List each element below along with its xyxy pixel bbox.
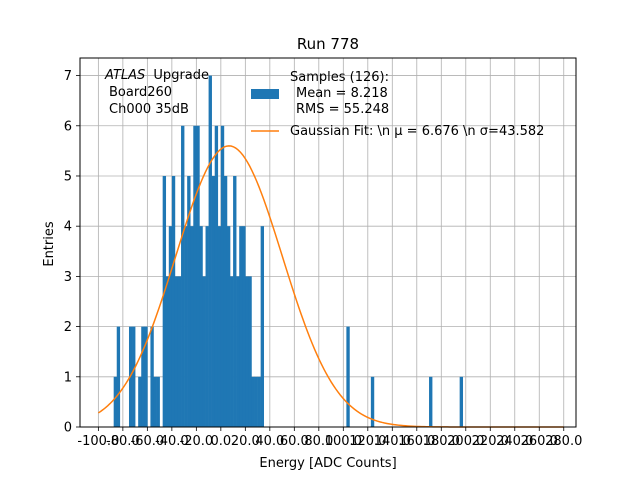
x-tick-label-1: -80.0 — [106, 434, 140, 449]
histogram-bar-28 — [217, 226, 222, 427]
x-tick-label-12: 140.0 — [374, 434, 411, 449]
x-tick-label-17: 240.0 — [496, 434, 533, 449]
histogram-bar-35 — [239, 226, 243, 427]
histogram-bar-8 — [153, 376, 157, 427]
histogram-bar-7 — [150, 326, 154, 427]
histogram-bar-19 — [190, 226, 194, 427]
x-tick-label-3: -40.0 — [155, 434, 189, 449]
histogram-bar-36 — [242, 226, 246, 427]
histogram-bar-25 — [208, 75, 212, 428]
histogram-bar-31 — [226, 226, 231, 427]
histogram-bar-30 — [223, 175, 228, 427]
histogram-bar-16 — [181, 125, 185, 427]
histogram-bar-12 — [168, 226, 173, 427]
x-tick-label-11: 120.0 — [349, 434, 386, 449]
y-tick-label-4: 4 — [64, 220, 72, 235]
histogram-bar-26 — [211, 175, 216, 427]
histogram-bar-9 — [156, 376, 160, 427]
annotation-line-board: Board260 — [109, 85, 172, 100]
histogram-bar-21 — [196, 125, 200, 427]
x-tick-label-16: 220.0 — [472, 434, 509, 449]
x-tick-label-9: 80.0 — [304, 434, 333, 449]
annotation-line-channel: Ch000 35dB — [109, 102, 189, 117]
x-tick-label-8: 60.0 — [280, 434, 309, 449]
histogram-bar-18 — [187, 175, 191, 427]
histogram-bar-37 — [245, 276, 249, 427]
histogram-bar-20 — [193, 125, 197, 427]
x-tick-label-10: 100.0 — [325, 434, 362, 449]
histogram-bar-13 — [171, 175, 176, 427]
histogram-bars — [113, 75, 464, 428]
legend-samples-mean: Mean = 8.218 — [296, 86, 388, 101]
atlas-label: ATLAS — [104, 68, 145, 83]
histogram-bar-42 — [260, 226, 265, 427]
histogram-bar-1 — [116, 326, 121, 427]
x-tick-label-14: 180.0 — [423, 434, 460, 449]
y-tick-label-0: 0 — [64, 421, 72, 436]
y-tick-label-3: 3 — [64, 270, 72, 285]
y-tick-label-1: 1 — [64, 370, 72, 385]
histogram-bar-39 — [251, 376, 255, 427]
x-tick-label-0: -100.0 — [77, 434, 119, 449]
x-tick-label-2: -60.0 — [131, 434, 165, 449]
legend-samples-title: Samples (126): — [290, 70, 389, 85]
annotation-line-upgrade: Upgrade — [153, 68, 209, 83]
histogram-bar-15 — [177, 276, 182, 427]
y-axis-label: Entries — [42, 221, 57, 267]
atlas-annotation: ATLAS Upgrade Board260 Ch000 35dB — [104, 68, 209, 117]
y-axis-ticks: 0 1 2 3 4 5 6 7 — [64, 69, 80, 436]
histogram-bar-38 — [248, 276, 252, 427]
y-tick-label-7: 7 — [64, 69, 72, 84]
histogram-bar-4 — [138, 376, 142, 427]
x-tick-label-5: 0.0 — [210, 434, 231, 449]
x-tick-label-13: 160.0 — [398, 434, 435, 449]
y-tick-label-5: 5 — [64, 169, 72, 184]
histogram-bar-22 — [199, 226, 203, 427]
histogram-bar-11 — [165, 276, 170, 427]
x-tick-label-6: 20.0 — [231, 434, 260, 449]
plot-frame — [79, 57, 577, 428]
histogram-bar-34 — [236, 276, 240, 427]
histogram-bar-41 — [257, 376, 261, 427]
histogram-bar-43 — [346, 326, 350, 427]
histogram-bar-24 — [205, 226, 209, 427]
chart-title: Run 778 — [297, 35, 359, 53]
histogram-bar-33 — [233, 175, 237, 427]
x-tick-label-19: 280.0 — [545, 434, 582, 449]
legend-samples-rms: RMS = 55.248 — [296, 102, 389, 117]
histogram-bar-14 — [174, 276, 179, 427]
histogram-bar-29 — [220, 125, 225, 427]
x-tick-label-18: 260.0 — [521, 434, 558, 449]
legend-fit-label: Gaussian Fit: \n μ = 6.676 \n σ=43.582 — [290, 124, 544, 139]
histogram-bar-3 — [132, 326, 136, 427]
x-tick-label-15: 200.0 — [447, 434, 484, 449]
histogram-bar-6 — [144, 326, 148, 427]
svg-text:ATLAS Upgrade: ATLAS Upgrade — [104, 68, 209, 83]
x-tick-label-7: 40.0 — [255, 434, 284, 449]
histogram-bar-32 — [230, 276, 234, 427]
histogram-bar-40 — [254, 376, 258, 427]
histogram-bar-10 — [162, 175, 167, 427]
histogram-bar-46 — [459, 376, 464, 427]
histogram-bar-23 — [202, 276, 206, 427]
x-tick-label-4: -20.0 — [180, 434, 214, 449]
x-axis-ticks: -100.0-80.0-60.0-40.0-20.00.0 20.040.060.… — [77, 427, 582, 449]
histogram-bar-27 — [214, 125, 219, 427]
histogram-bar-5 — [141, 326, 145, 427]
legend: Samples (126): Mean = 8.218 RMS = 55.248… — [251, 70, 544, 139]
histogram-bar-17 — [184, 226, 188, 427]
legend-samples-swatch — [251, 89, 279, 99]
x-axis-label: Energy [ADC Counts] — [259, 456, 396, 471]
y-tick-label-6: 6 — [64, 119, 72, 134]
histogram-bar-44 — [370, 376, 375, 427]
histogram-bar-45 — [429, 376, 433, 427]
y-tick-label-2: 2 — [64, 320, 72, 335]
histogram-bar-0 — [113, 376, 118, 427]
